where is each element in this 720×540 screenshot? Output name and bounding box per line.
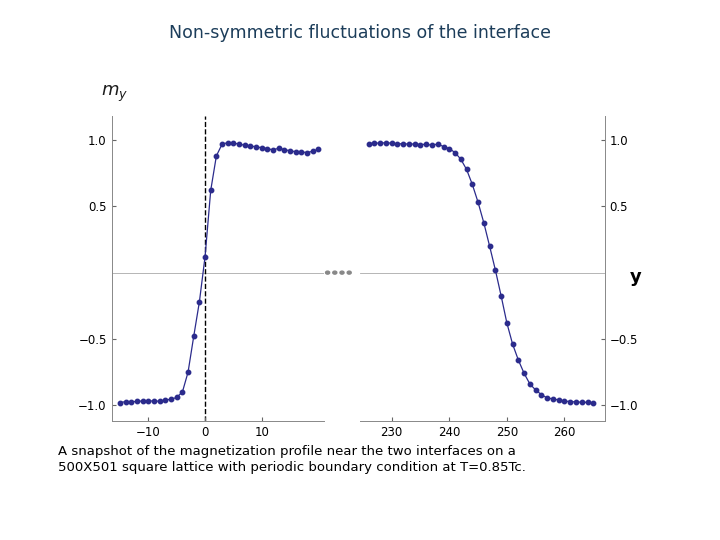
Text: $\mathit{m}_y$: $\mathit{m}_y$ <box>101 84 128 104</box>
Text: $\mathbf{y}$: $\mathbf{y}$ <box>629 271 643 288</box>
Text: A snapshot of the magnetization profile near the two interfaces on a
500X501 squ: A snapshot of the magnetization profile … <box>58 446 526 474</box>
Text: Non-symmetric fluctuations of the interface: Non-symmetric fluctuations of the interf… <box>169 24 551 42</box>
